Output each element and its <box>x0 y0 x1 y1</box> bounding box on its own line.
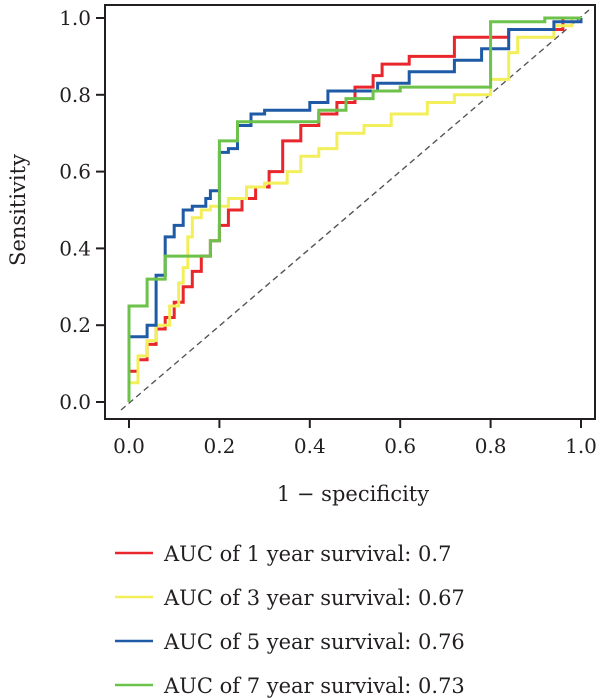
x-tick-label: 0.2 <box>203 434 235 458</box>
x-axis-label: 1 − specificity <box>277 482 429 506</box>
x-tick-label: 1.0 <box>565 434 597 458</box>
legend-label: AUC of 7 year survival: 0.73 <box>163 674 465 698</box>
x-tick-label: 0.6 <box>384 434 416 458</box>
legend-label: AUC of 1 year survival: 0.7 <box>163 542 451 566</box>
y-tick-label: 1.0 <box>59 6 91 30</box>
plot-frame <box>104 4 596 420</box>
roc-series-line <box>127 16 581 402</box>
reference-diagonal <box>120 9 590 411</box>
roc-series-line <box>127 16 581 402</box>
y-axis-label: Sensitivity <box>6 154 30 266</box>
series-layer <box>127 16 583 402</box>
x-tick-label: 0.4 <box>294 434 326 458</box>
y-tick-label: 0.8 <box>59 83 91 107</box>
y-tick-label: 0.0 <box>59 390 91 414</box>
legend-label: AUC of 3 year survival: 0.67 <box>163 586 465 610</box>
x-tick-label: 0.8 <box>475 434 507 458</box>
y-tick-label: 0.6 <box>59 160 91 184</box>
y-tick-label: 0.2 <box>59 313 91 337</box>
y-tick-label: 0.4 <box>59 236 91 260</box>
legend: AUC of 1 year survival: 0.7 AUC of 3 year… <box>115 542 465 698</box>
x-tick-label: 0.0 <box>113 434 145 458</box>
legend-label: AUC of 5 year survival: 0.76 <box>163 630 465 654</box>
axis-layer: 0.0 0.2 0.4 0.6 0.8 1.0 0.0 0.2 0.4 0.6 0.8 1.0 <box>59 6 597 458</box>
